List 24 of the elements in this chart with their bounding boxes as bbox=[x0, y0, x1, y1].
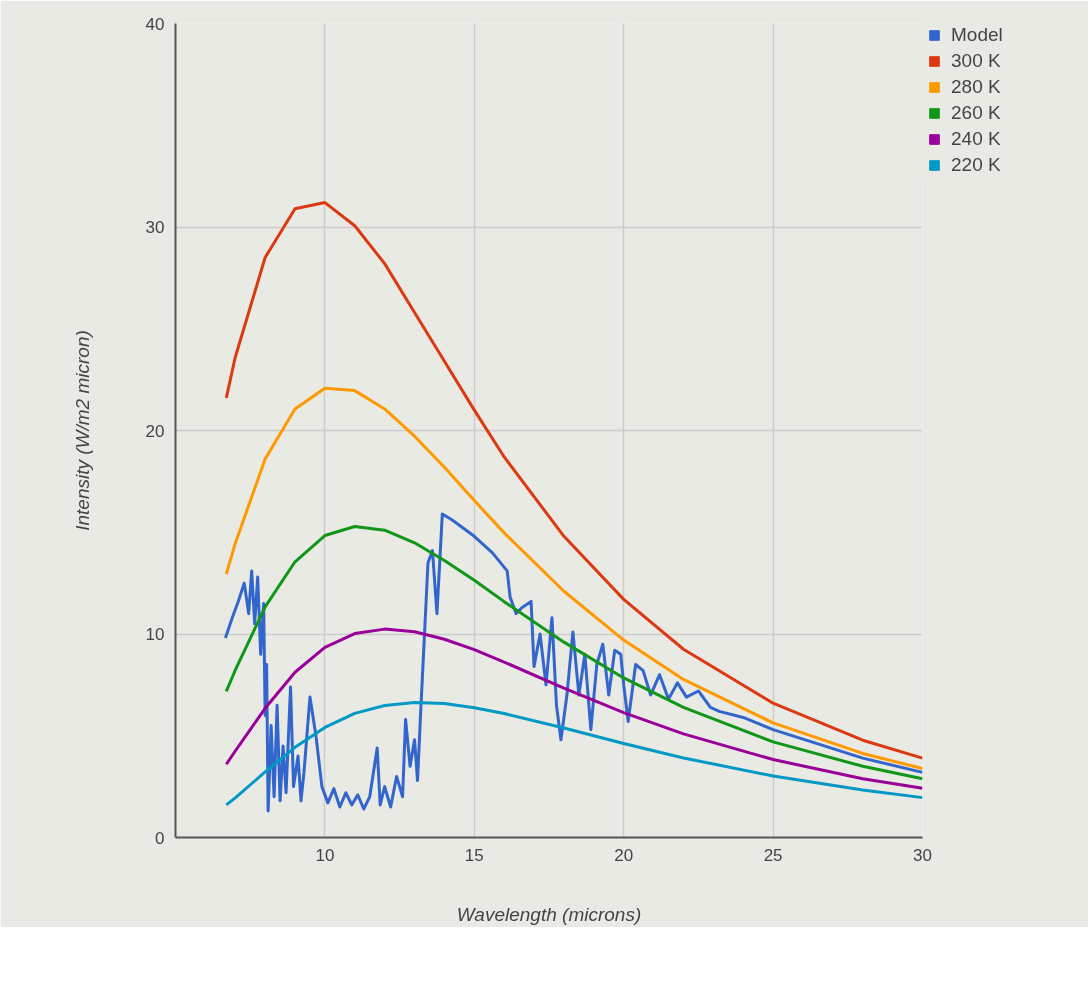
x-tick-label: 10 bbox=[315, 845, 335, 865]
y-tick-label: 40 bbox=[145, 14, 165, 34]
legend-label: 260 K bbox=[951, 102, 1002, 124]
y-tick-label: 20 bbox=[145, 421, 165, 441]
line-series bbox=[224, 627, 923, 790]
line-series bbox=[224, 386, 923, 771]
legend-label: 280 K bbox=[951, 76, 1002, 98]
legend-label: 220 K bbox=[951, 154, 1002, 176]
y-tick-label: 0 bbox=[155, 828, 165, 848]
legend-label: 240 K bbox=[951, 128, 1002, 150]
line-series bbox=[224, 525, 923, 781]
x-tick-label: 20 bbox=[614, 845, 634, 865]
y-tick-label: 10 bbox=[145, 625, 165, 644]
line-series bbox=[224, 701, 923, 807]
line-series bbox=[224, 201, 923, 760]
x-tick-label: 25 bbox=[763, 845, 783, 865]
x-tick-label: 30 bbox=[913, 845, 932, 865]
y-tick-label: 30 bbox=[145, 218, 165, 237]
x-axis-title: Wavelength (microns) bbox=[456, 903, 642, 925]
x-tick-label: 15 bbox=[464, 845, 484, 865]
legend-label: Model bbox=[951, 24, 1004, 46]
y-axis-title: Intensity (W/m2 micron) bbox=[71, 330, 93, 531]
line-series bbox=[223, 512, 923, 813]
legend-label: 300 K bbox=[951, 50, 1002, 72]
